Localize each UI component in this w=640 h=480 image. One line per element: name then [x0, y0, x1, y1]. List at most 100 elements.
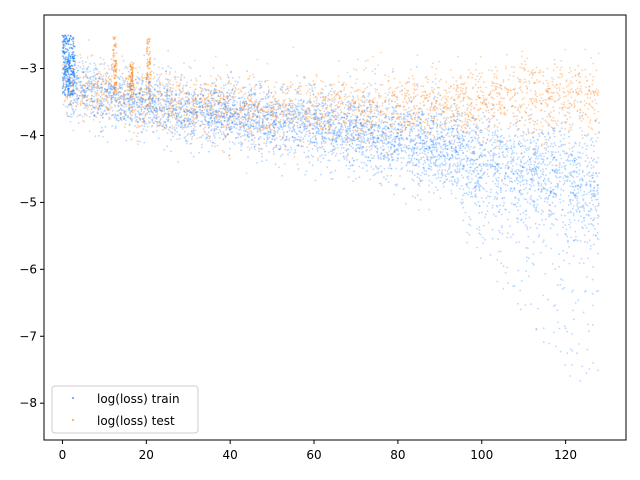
train-point: [525, 213, 527, 216]
test-point: [519, 104, 521, 107]
test-point: [409, 122, 412, 125]
test-point: [330, 125, 333, 128]
test-point: [499, 111, 502, 114]
test-point: [577, 64, 580, 67]
test-point: [567, 93, 570, 96]
train-point: [170, 150, 172, 153]
test-point: [226, 95, 229, 98]
test-point: [158, 115, 160, 118]
train-point: [517, 302, 519, 305]
test-point: [416, 119, 419, 122]
test-point: [203, 117, 206, 120]
train-point: [473, 129, 475, 132]
test-point: [556, 99, 559, 102]
test-point: [525, 85, 527, 87]
test-point: [145, 106, 148, 108]
test-point: [300, 124, 303, 126]
train-point: [319, 173, 322, 176]
train-point: [139, 140, 141, 143]
train-point: [254, 119, 257, 121]
test-point: [362, 91, 365, 94]
train-point: [444, 128, 447, 131]
test-point: [374, 88, 376, 90]
test-point: [95, 66, 97, 69]
test-point: [322, 116, 324, 119]
test-point: [561, 73, 563, 76]
train-point: [362, 136, 365, 139]
train-point: [574, 238, 577, 241]
test-point: [239, 125, 241, 128]
test-point: [478, 78, 481, 81]
train-point: [474, 202, 476, 205]
test-point: [170, 111, 173, 114]
test-point: [224, 117, 226, 119]
test-point: [534, 148, 537, 150]
test-point: [372, 98, 375, 101]
test-point: [346, 96, 348, 99]
train-point: [533, 206, 536, 209]
test-point: [483, 101, 486, 104]
test-point: [434, 73, 437, 76]
test-point: [456, 118, 459, 121]
train-point: [578, 144, 581, 147]
train-point: [287, 148, 290, 151]
train-point: [563, 133, 566, 136]
test-point: [311, 113, 314, 116]
test-point: [222, 138, 224, 141]
test-point: [116, 97, 119, 99]
test-point: [170, 107, 173, 110]
test-point: [111, 114, 114, 116]
test-point: [124, 90, 126, 92]
test-point: [136, 104, 138, 106]
test-point: [139, 89, 142, 92]
test-point: [529, 89, 532, 92]
test-point: [389, 123, 392, 126]
test-point: [233, 93, 236, 96]
train-point: [245, 100, 248, 103]
test-point: [145, 80, 148, 83]
train-point: [592, 172, 594, 174]
test-point: [569, 102, 571, 104]
test-point: [219, 97, 222, 100]
test-point: [128, 75, 131, 77]
train-point: [435, 177, 438, 180]
train-point: [472, 187, 475, 190]
test-point: [438, 102, 441, 105]
test-point: [592, 90, 594, 92]
test-point: [115, 83, 118, 85]
test-point: [418, 111, 421, 114]
test-point: [279, 106, 281, 109]
test-point: [579, 109, 582, 112]
train-point: [509, 236, 512, 239]
test-point: [235, 109, 237, 111]
train-point: [554, 185, 557, 188]
test-point: [562, 106, 564, 109]
test-point: [226, 82, 229, 84]
test-point: [444, 101, 447, 104]
test-point: [97, 108, 100, 111]
test-point: [328, 124, 331, 126]
train-point: [297, 109, 300, 112]
test-point: [142, 94, 145, 97]
test-point: [497, 103, 500, 105]
test-point: [541, 93, 544, 96]
test-point: [214, 117, 217, 119]
test-point: [351, 99, 354, 102]
train-point: [156, 73, 159, 76]
test-point: [81, 100, 84, 102]
test-point: [584, 113, 587, 116]
test-point: [213, 82, 216, 84]
test-point: [468, 104, 470, 107]
test-point: [257, 147, 260, 150]
test-point: [470, 102, 473, 105]
test-point: [546, 141, 548, 144]
test-point: [513, 94, 516, 97]
test-point: [199, 124, 202, 127]
train-point: [169, 121, 172, 123]
test-point: [174, 71, 177, 73]
test-point: [223, 98, 226, 101]
test-point: [570, 70, 572, 72]
test-point: [223, 113, 226, 115]
train-point: [301, 112, 303, 114]
train-point: [388, 137, 391, 140]
